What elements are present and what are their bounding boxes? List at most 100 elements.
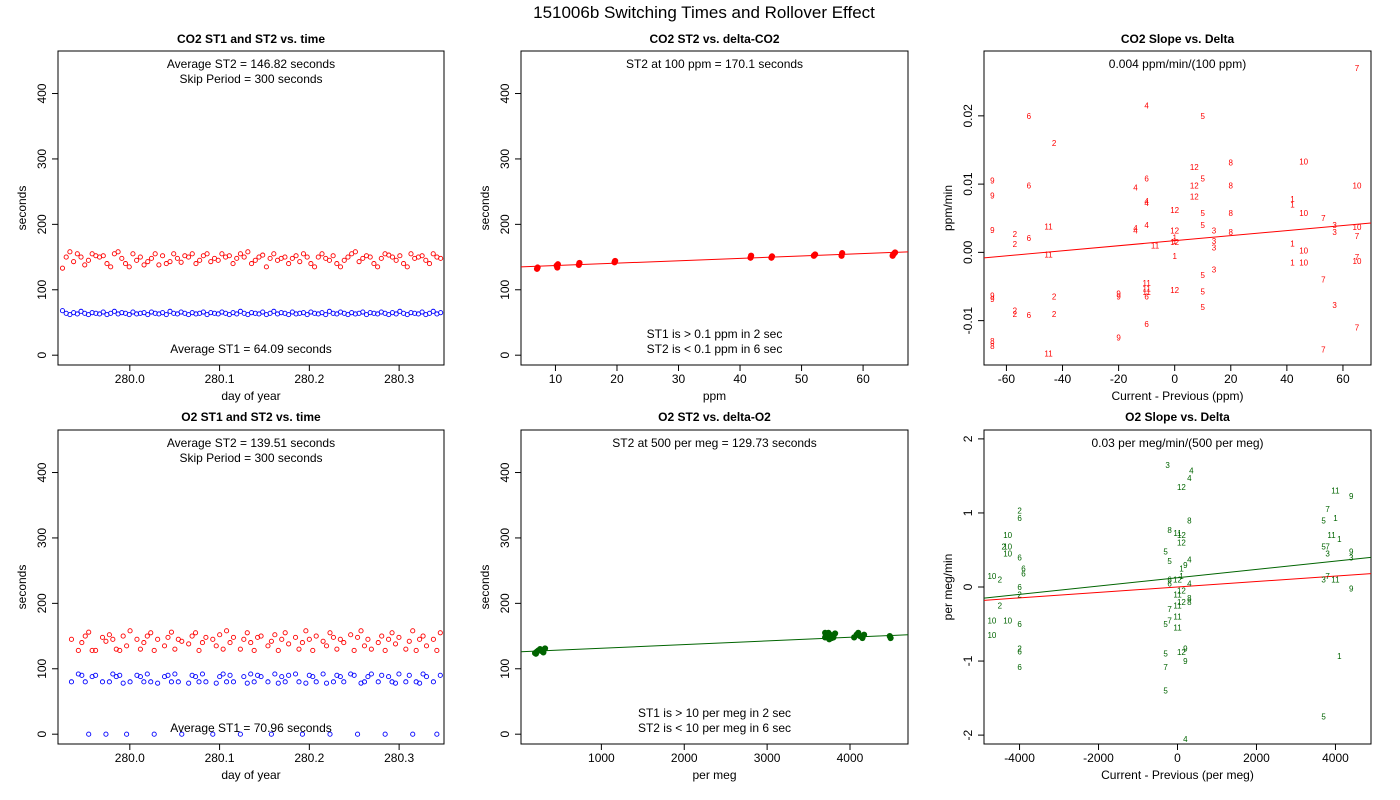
data-point — [438, 310, 444, 316]
data-point — [68, 679, 75, 685]
point-label: 12 — [1190, 163, 1199, 172]
data-point — [768, 253, 776, 260]
y-tick-label: -2 — [961, 729, 975, 740]
point-label: 5 — [1201, 287, 1206, 296]
point-label: 3 — [1212, 244, 1217, 253]
x-axis-label: Current - Previous (per meg) — [1101, 768, 1254, 782]
fit-line — [984, 573, 1371, 601]
data-point — [203, 679, 209, 685]
point-label: 2 — [1013, 310, 1018, 319]
data-point — [382, 647, 388, 654]
data-point — [199, 671, 206, 677]
point-label: 5 — [1201, 112, 1206, 121]
data-point — [203, 634, 209, 640]
data-point — [124, 643, 130, 649]
data-point — [437, 672, 443, 678]
point-label: 6 — [1027, 311, 1032, 320]
data-point — [361, 643, 368, 649]
point-label: 11 — [1173, 590, 1182, 599]
data-point — [554, 261, 562, 268]
data-point — [156, 262, 162, 268]
point-label: 12 — [1177, 648, 1186, 657]
data-point — [375, 640, 381, 646]
data-point — [110, 671, 116, 677]
y-tick-label: 200 — [35, 214, 49, 234]
data-point — [230, 261, 236, 267]
data-point — [165, 634, 171, 640]
plot-area — [521, 629, 908, 657]
data-point — [438, 255, 444, 261]
data-point — [303, 680, 309, 686]
point-label: 5 — [1201, 209, 1206, 218]
y-tick-label: 400 — [498, 83, 512, 103]
chart-annotation: ST1 is > 0.1 ppm in 2 sec — [647, 327, 783, 341]
data-point — [108, 264, 114, 270]
data-point — [155, 680, 161, 686]
y-tick-label: 0.02 — [961, 104, 975, 128]
y-tick-label: 200 — [498, 593, 512, 613]
data-point — [337, 674, 343, 680]
chart-annotation: ST2 is < 0.1 ppm in 6 sec — [647, 342, 783, 356]
data-point — [127, 628, 133, 634]
data-point — [282, 679, 288, 685]
data-point — [413, 647, 419, 654]
data-point — [193, 261, 199, 267]
point-label: 12 — [1170, 286, 1179, 295]
data-point — [365, 674, 371, 680]
data-point — [252, 257, 258, 263]
data-point — [175, 679, 181, 685]
data-point — [86, 731, 92, 737]
data-point — [67, 249, 73, 255]
data-point — [410, 731, 416, 737]
y-tick-label: 300 — [498, 528, 512, 548]
data-point — [271, 251, 277, 257]
data-point — [199, 640, 206, 646]
data-point — [224, 628, 230, 634]
data-point — [258, 674, 264, 680]
data-point — [237, 251, 243, 257]
data-point — [137, 674, 143, 680]
point-label: 7 — [1355, 253, 1360, 262]
y-tick-label: 0.01 — [961, 172, 975, 196]
x-tick-label: 280.3 — [384, 751, 414, 765]
data-point — [541, 645, 549, 652]
x-tick-label: 20 — [610, 372, 624, 386]
point-label: 5 — [1163, 547, 1168, 556]
point-label: 3 — [1349, 553, 1354, 562]
chart-title: CO2 Slope vs. Delta — [1121, 32, 1235, 46]
y-axis-label: seconds — [15, 565, 29, 610]
data-point — [241, 254, 247, 260]
data-point — [434, 731, 440, 737]
plot-frame — [983, 50, 1372, 366]
x-tick-label: 280.2 — [294, 372, 324, 386]
data-point — [312, 264, 318, 270]
data-point — [355, 731, 361, 737]
data-point — [241, 636, 247, 642]
data-point — [248, 640, 254, 646]
data-point — [171, 251, 177, 257]
data-point — [186, 641, 192, 647]
fit-line — [984, 222, 1371, 259]
point-label: 1 — [1337, 535, 1342, 544]
data-point — [234, 311, 240, 317]
data-point — [371, 261, 377, 267]
data-point — [178, 259, 184, 265]
point-label: 8 — [1187, 516, 1192, 525]
point-label: 3 — [1332, 221, 1337, 230]
point-label: 4 — [1144, 102, 1149, 111]
data-point — [860, 631, 868, 638]
chart-o2-time: O2 ST1 and ST2 vs. time 280.0 280.1 280.2 28… — [15, 410, 445, 782]
data-point — [78, 254, 84, 260]
point-label: 7 — [1167, 616, 1172, 625]
data-point — [245, 249, 251, 255]
point-label: 1 — [1290, 195, 1295, 204]
point-label: 7 — [1321, 214, 1326, 223]
chart-title: CO2 ST2 vs. delta-CO2 — [649, 32, 779, 46]
data-point — [119, 255, 125, 261]
data-point — [260, 252, 266, 258]
data-point — [134, 636, 140, 642]
data-point — [213, 643, 219, 649]
x-axis-label: day of year — [221, 389, 280, 403]
data-point — [93, 647, 99, 654]
